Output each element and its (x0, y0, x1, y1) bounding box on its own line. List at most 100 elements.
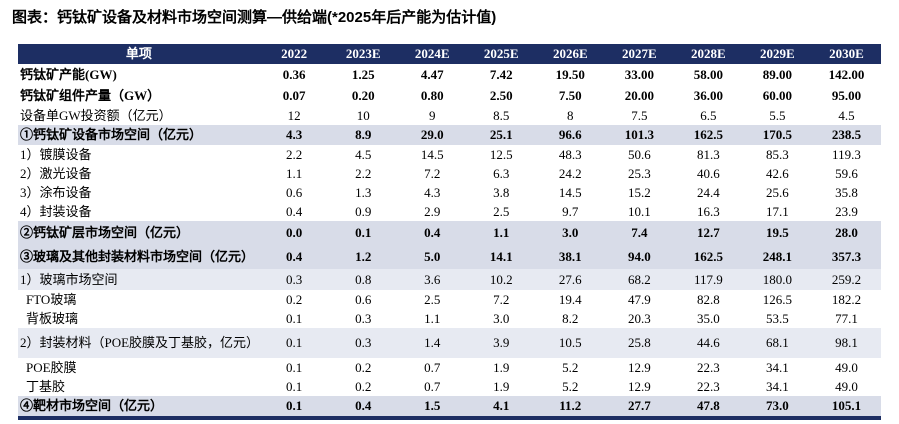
cell-value: 126.5 (762, 291, 792, 307)
table-row: 1）玻璃市场空间 0.3 0.8 3.6 10.2 27.6 68.2 117.9 180.0 2… (18, 269, 881, 290)
cell-value: 33.00 (624, 66, 654, 82)
cell-value: 4.5 (355, 146, 372, 162)
cell-value: 27.7 (604, 396, 674, 418)
cell-value: 3.8 (493, 184, 510, 200)
cell-value: 105.1 (811, 396, 881, 418)
cell-value: 0.1 (328, 221, 398, 245)
column-header-year: 2028E (691, 46, 726, 62)
row-label: 丁基胶 (26, 378, 66, 394)
cell-value: 25.8 (604, 328, 674, 358)
cell-value: 20.3 (627, 310, 651, 326)
row-label: POE胶膜 (26, 359, 77, 375)
cell-value: 8.5 (493, 107, 510, 123)
cell-value: 34.1 (766, 359, 789, 375)
cell-value: 0.2 (355, 359, 372, 375)
table-row: 2）封装材料（POE胶膜及丁基胶，亿元） 0.1 0.3 1.4 3.9 10.5 25.8… (18, 328, 881, 358)
row-label: 设备单GW投资额（亿元） (20, 107, 172, 123)
cell-value: 59.6 (835, 165, 858, 181)
cell-value: 1.4 (397, 328, 467, 358)
row-label: ①钙钛矿设备市场空间（亿元） (18, 125, 260, 145)
cell-value: 48.3 (558, 146, 582, 162)
cell-value: 44.6 (673, 328, 743, 358)
cell-value: 5.2 (562, 378, 579, 394)
cell-value: 3.0 (493, 310, 510, 326)
cell-value: 0.8 (328, 269, 398, 290)
cell-value: 1.9 (493, 378, 510, 394)
row-label: 4）封装设备 (20, 203, 92, 219)
table-row: 3）涂布设备 0.6 1.3 4.3 3.8 14.5 15.2 24.4 25.6 35.8 (18, 183, 881, 202)
row-label: 1）玻璃市场空间 (18, 269, 260, 290)
table-row: FTO玻璃 0.2 0.6 2.5 7.2 19.4 47.9 82.8 126.5 182.2 (18, 290, 881, 309)
row-label: 背板玻璃 (26, 310, 79, 326)
cell-value: 12.9 (627, 359, 651, 375)
cell-value: 1.5 (397, 396, 467, 418)
cell-value: 0.6 (286, 184, 303, 200)
cell-value: 19.50 (555, 66, 585, 82)
cell-value: 14.5 (420, 146, 444, 162)
cell-value: 4.3 (424, 184, 441, 200)
table-row: ①钙钛矿设备市场空间（亿元） 4.3 8.9 29.0 25.1 96.6 101.3 162… (18, 125, 881, 145)
cell-value: 0.07 (282, 87, 306, 103)
cell-value: 7.42 (489, 66, 513, 82)
table-row: ③玻璃及其他封装材料市场空间（亿元） 0.4 1.2 5.0 14.1 38.1 94.0 1… (18, 245, 881, 269)
table-header: 单项 2022 2023E 2024E 2025E 2026E 2027E 2028E 2029… (18, 44, 881, 64)
cell-value: 49.0 (835, 359, 858, 375)
column-header-year: 2026E (552, 46, 588, 62)
cell-value: 0.3 (328, 328, 398, 358)
cell-value: 47.8 (673, 396, 743, 418)
cell-value: 24.4 (696, 184, 720, 200)
table-row: 钙钛矿组件产量（GW） 0.07 0.20 0.80 2.50 7.50 20.00 36.0… (18, 85, 881, 106)
cell-value: 7.4 (604, 221, 674, 245)
column-header-year: 2024E (414, 46, 450, 62)
cell-value: 12.5 (489, 146, 513, 162)
cell-value: 12.7 (673, 221, 743, 245)
cell-value: 68.1 (742, 328, 812, 358)
row-label: 钙钛矿组件产量（GW） (20, 87, 161, 103)
cell-value: 24.2 (558, 165, 582, 181)
cell-value: 162.5 (673, 245, 743, 269)
cell-value: 1.1 (286, 165, 303, 181)
cell-value: 1.3 (355, 184, 372, 200)
cell-value: 4.1 (466, 396, 536, 418)
row-label: 2）封装材料（POE胶膜及丁基胶，亿元） (18, 328, 260, 358)
cell-value: 5.0 (397, 245, 467, 269)
cell-value: 5.2 (562, 359, 579, 375)
cell-value: 42.6 (766, 165, 789, 181)
cell-value: 27.6 (535, 269, 605, 290)
cell-value: 20.00 (624, 87, 654, 103)
cell-value: 0.4 (286, 203, 303, 219)
cell-value: 9 (428, 107, 436, 123)
table-row: 设备单GW投资额（亿元） 12 10 9 8.5 8 7.5 6.5 5.5 4.5 (18, 106, 881, 125)
cell-value: 47.9 (627, 291, 651, 307)
cell-value: 7.50 (558, 87, 582, 103)
cell-value: 8.9 (328, 125, 398, 145)
cell-value: 8.2 (562, 310, 579, 326)
cell-value: 23.9 (835, 203, 858, 219)
cell-value: 12 (287, 107, 301, 123)
column-header-year: 2027E (621, 46, 657, 62)
cell-value: 4.5 (838, 107, 855, 123)
cell-value: 15.2 (627, 184, 651, 200)
table-row: ④靶材市场空间（亿元） 0.1 0.4 1.5 4.1 11.2 27.7 47.8 73.0 1… (18, 396, 881, 418)
cell-value: 4.47 (420, 66, 444, 82)
cell-value: 14.1 (466, 245, 536, 269)
row-label: 2）激光设备 (20, 165, 92, 181)
cell-value: 34.1 (766, 378, 789, 394)
cell-value: 0.9 (355, 203, 372, 219)
row-label: FTO玻璃 (26, 291, 77, 307)
table-row: ②钙钛矿层市场空间（亿元） 0.0 0.1 0.4 1.1 3.0 7.4 12.7 19.5 2… (18, 221, 881, 245)
cell-value: 162.5 (673, 125, 743, 145)
cell-value: 3.6 (397, 269, 467, 290)
cell-value: 7.5 (631, 107, 648, 123)
cell-value: 0.3 (355, 310, 372, 326)
cell-value: 5.5 (769, 107, 786, 123)
cell-value: 0.4 (397, 221, 467, 245)
cell-value: 180.0 (742, 269, 812, 290)
cell-value: 0.1 (286, 378, 303, 394)
cell-value: 22.3 (696, 359, 720, 375)
cell-value: 25.1 (466, 125, 536, 145)
cell-value: 8 (567, 107, 574, 123)
cell-value: 85.3 (766, 146, 789, 162)
table-header-row: 单项 2022 2023E 2024E 2025E 2026E 2027E 2028E 2029… (18, 44, 881, 64)
